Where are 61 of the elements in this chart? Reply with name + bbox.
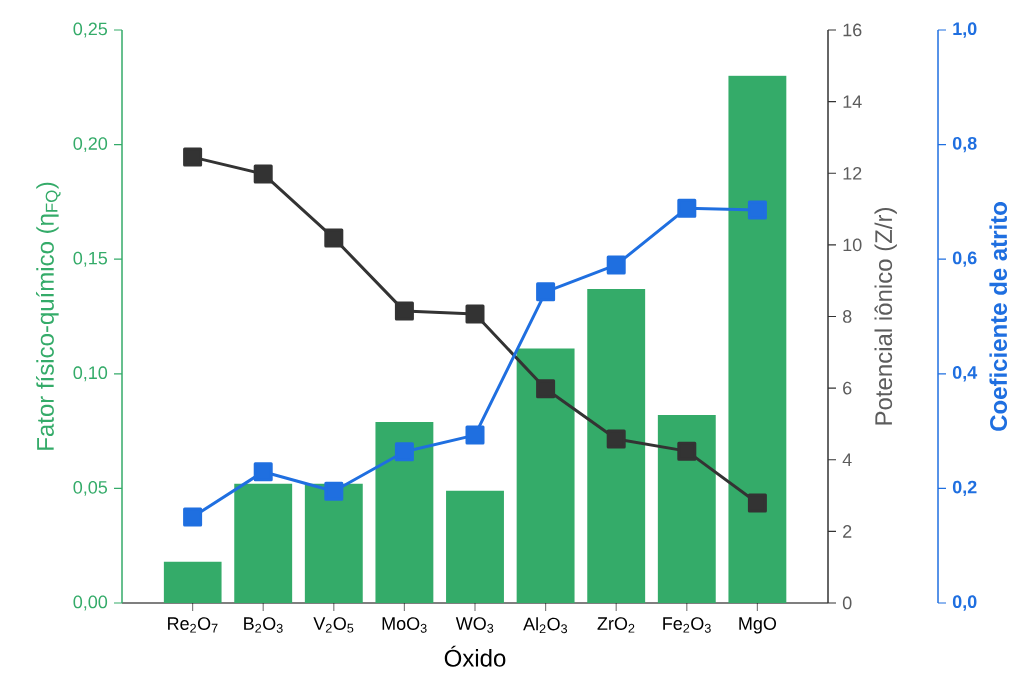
x-tick-label: MgO [739, 617, 777, 634]
x-tick-label: WO$_{3}$ [455, 617, 494, 633]
bar [446, 490, 504, 603]
y-tick-label: 0,15 [73, 251, 108, 267]
bar [163, 561, 222, 603]
bar [234, 483, 293, 603]
y3-tick-label: 0,4 [952, 366, 978, 382]
y2-tick-label: 16 [843, 23, 862, 37]
y2-axis-title: Potencial iônico (Z/r) [874, 207, 897, 425]
point [253, 462, 273, 482]
x-tick-label: ZrO$_{2}$ [597, 617, 635, 633]
y-tick-label: 0,25 [73, 22, 108, 38]
y-tick-label: 0,00 [73, 595, 108, 611]
point [394, 301, 414, 321]
point [677, 441, 697, 461]
point [253, 164, 273, 184]
point [465, 425, 485, 445]
x-tick-label: Re$_{2}$O$_{7}$ [168, 617, 218, 633]
point [536, 282, 556, 302]
y2-tick-label: 12 [843, 166, 862, 180]
y2-tick-label: 0 [842, 596, 852, 610]
bar [587, 288, 646, 603]
bar [304, 483, 363, 603]
y3-axis-title: Coeficiente de atrito [989, 202, 1008, 431]
point [394, 442, 414, 462]
y2-tick-label: 14 [843, 95, 862, 108]
point [536, 379, 556, 399]
point [747, 493, 767, 513]
y2-tick-label: 10 [843, 238, 862, 252]
y3-tick-label: 0,8 [952, 136, 977, 153]
point [324, 228, 344, 248]
y3-tick-label: 1,0 [953, 22, 977, 38]
bar [516, 348, 575, 603]
bar [657, 415, 716, 603]
y2-tick-label: 2 [843, 525, 852, 538]
x-tick-label: B$_{2}$O$_{3}$ [244, 617, 283, 633]
bar [728, 75, 787, 603]
y2-tick-label: 4 [842, 453, 852, 466]
x-tick-label: V$_{2}$O$_{5}$ [313, 617, 354, 633]
point [183, 147, 203, 167]
x-tick-label: Fe$_{2}$O$_{3}$ [663, 617, 711, 633]
point [606, 255, 626, 275]
y2-tick-label: 6 [843, 381, 852, 395]
y-tick-label: 0,05 [73, 480, 108, 496]
y3-tick-label: 0,2 [952, 480, 977, 497]
point [747, 200, 767, 220]
point [324, 481, 344, 501]
bar [375, 421, 434, 603]
point [677, 198, 697, 218]
point [183, 507, 203, 527]
y-axis-title: Fator físico-químico (η$_{FQ}$) [35, 182, 61, 450]
y-tick-label: 0,20 [73, 137, 108, 153]
y-tick-label: 0,10 [73, 366, 108, 382]
y3-tick-label: 0,0 [952, 595, 977, 611]
point [465, 304, 485, 324]
y2-tick-label: 8 [842, 310, 852, 323]
point [606, 429, 626, 449]
x-axis-title: Óxido [444, 645, 506, 667]
x-tick-label: MoO$_{3}$ [382, 617, 427, 633]
x-tick-label: Al$_{2}$O$_{3}$ [523, 617, 568, 634]
y3-tick-label: 0,6 [952, 251, 977, 267]
